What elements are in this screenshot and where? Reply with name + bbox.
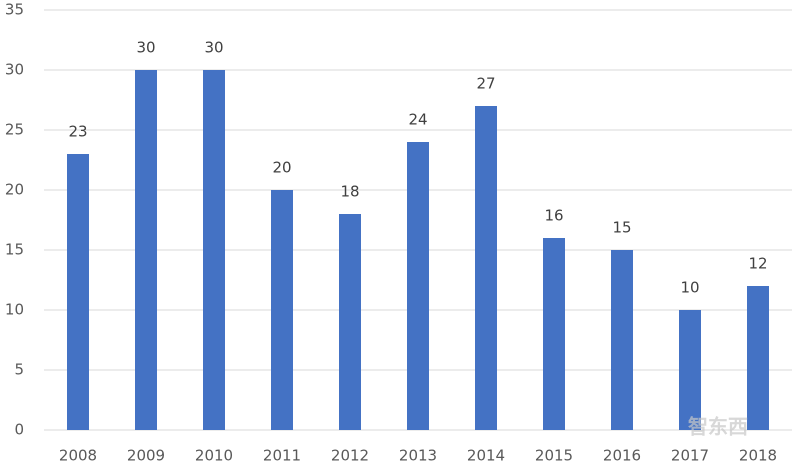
bar [203, 70, 225, 430]
bar [407, 142, 429, 430]
y-tick-label: 30 [5, 61, 24, 79]
x-tick-label: 2018 [739, 447, 777, 465]
bar [475, 106, 497, 430]
y-tick-label: 20 [5, 181, 24, 199]
x-tick-label: 2016 [603, 447, 641, 465]
bar [611, 250, 633, 430]
x-tick-label: 2012 [331, 447, 369, 465]
x-tick-label: 2011 [263, 447, 301, 465]
data-label: 27 [476, 75, 495, 93]
x-tick-label: 2017 [671, 447, 709, 465]
y-tick-label: 10 [5, 301, 24, 319]
data-label: 24 [408, 111, 427, 129]
data-label: 23 [68, 123, 87, 141]
data-label: 16 [544, 207, 563, 225]
bar [543, 238, 565, 430]
bar [135, 70, 157, 430]
y-tick-label: 15 [5, 241, 24, 259]
x-tick-label: 2015 [535, 447, 573, 465]
data-label: 30 [136, 39, 155, 57]
data-label: 20 [272, 159, 291, 177]
y-tick-label: 25 [5, 121, 24, 139]
x-tick-label: 2008 [59, 447, 97, 465]
x-tick-label: 2013 [399, 447, 437, 465]
data-label: 18 [340, 183, 359, 201]
x-tick-label: 2014 [467, 447, 505, 465]
x-tick-label: 2010 [195, 447, 233, 465]
data-label: 10 [680, 279, 699, 297]
bar [271, 190, 293, 430]
x-tick-label: 2009 [127, 447, 165, 465]
watermark: 智东西 [688, 415, 748, 439]
bar [747, 286, 769, 430]
data-label: 12 [748, 255, 767, 273]
y-tick-label: 0 [14, 421, 24, 439]
bar [679, 310, 701, 430]
data-label: 30 [204, 39, 223, 57]
data-label: 15 [612, 219, 631, 237]
bar [67, 154, 89, 430]
y-tick-label: 35 [5, 1, 24, 19]
bar [339, 214, 361, 430]
y-tick-label: 5 [14, 361, 24, 379]
